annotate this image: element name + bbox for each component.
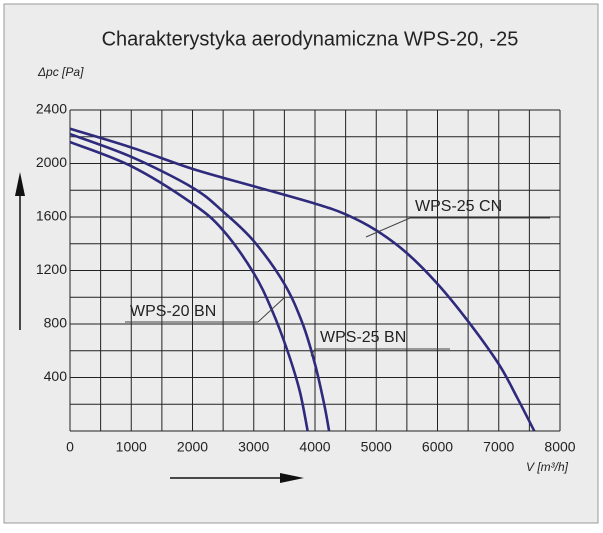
y-tick-label: 1200 [36,261,67,277]
curve [69,127,536,432]
y-tick-label: 1600 [36,208,67,224]
leader-line [310,348,316,357]
x-tick-label: 6000 [422,439,453,455]
y-arrow [15,172,25,330]
y-tick-label: 400 [44,368,68,384]
x-tick-label: 0 [66,439,74,455]
x-tick-label: 1000 [116,439,147,455]
chart-title: Charakterystyka aerodynamiczna WPS-20, -… [102,28,519,50]
curve [69,132,331,432]
series-label: WPS-20 BN [130,303,216,320]
y-axis-label: Δpc [Pa] [37,65,84,79]
leader-line [365,217,411,238]
x-tick-label: 5000 [361,439,392,455]
x-tick-label: 2000 [177,439,208,455]
y-tick-label: 2000 [36,154,67,170]
x-tick-label: 8000 [544,439,575,455]
x-axis-label: V [m³/h] [526,460,569,474]
x-tick-label: 7000 [483,439,514,455]
series-label: WPS-25 CN [415,198,502,215]
leader-line [257,296,286,323]
curve [69,140,309,432]
x-tick-label: 3000 [238,439,269,455]
y-tick-label: 800 [44,315,68,331]
x-arrow [170,473,304,483]
series-label: WPS-25 BN [320,329,406,346]
y-tick-label: 2400 [36,101,67,117]
x-tick-label: 4000 [299,439,330,455]
